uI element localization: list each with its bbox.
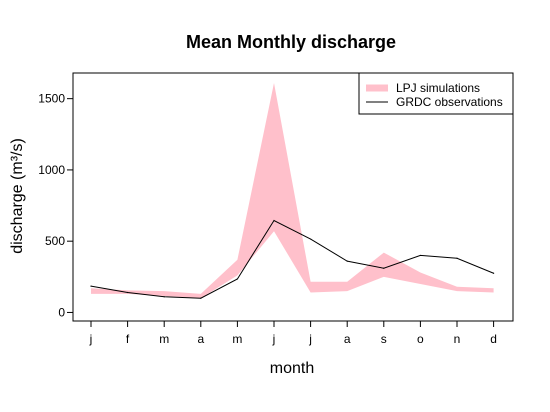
legend-label-grdc: GRDC observations xyxy=(396,95,503,109)
grdc-point xyxy=(236,278,238,280)
x-tick-label: j xyxy=(308,332,312,346)
grdc-point xyxy=(127,291,129,294)
chart-title: Mean Monthly discharge xyxy=(186,32,396,52)
x-tick-label: m xyxy=(159,332,169,346)
x-tick-label: a xyxy=(197,332,204,346)
y-axis-label: discharge (m³/s) xyxy=(9,138,26,254)
y-tick-label: 0 xyxy=(58,305,65,319)
lpj-simulations-band xyxy=(91,82,494,299)
plot-area xyxy=(90,82,495,299)
x-tick-label: j xyxy=(89,332,93,346)
x-tick-label: f xyxy=(126,332,130,346)
x-tick-label: j xyxy=(272,332,276,346)
x-axis-label: month xyxy=(270,360,314,377)
grdc-observations-line xyxy=(90,219,494,299)
y-axis: 0 500 1000 1500 xyxy=(38,92,73,319)
grdc-point xyxy=(90,285,92,287)
x-tick-label: d xyxy=(490,332,497,346)
grdc-point xyxy=(456,257,458,259)
grdc-point xyxy=(419,254,421,257)
grdc-point xyxy=(273,219,275,222)
legend: LPJ simulations GRDC observations xyxy=(358,72,514,115)
x-tick-label: a xyxy=(344,332,351,346)
x-tick-label: n xyxy=(454,332,461,346)
y-tick-label: 1000 xyxy=(38,163,65,177)
x-tick-label: m xyxy=(232,332,242,346)
grdc-point xyxy=(200,297,202,299)
grdc-point xyxy=(310,238,312,240)
grdc-point xyxy=(383,267,385,269)
grdc-point xyxy=(163,296,165,298)
plot-frame xyxy=(72,72,514,322)
grdc-point xyxy=(493,272,495,274)
grdc-point xyxy=(346,260,348,262)
legend-label-lpj: LPJ simulations xyxy=(396,81,480,95)
y-tick-label: 1500 xyxy=(38,92,65,106)
x-tick-label: s xyxy=(381,332,387,346)
y-tick-label: 500 xyxy=(45,234,65,248)
legend-box xyxy=(358,72,514,115)
x-tick-label: o xyxy=(417,332,424,346)
